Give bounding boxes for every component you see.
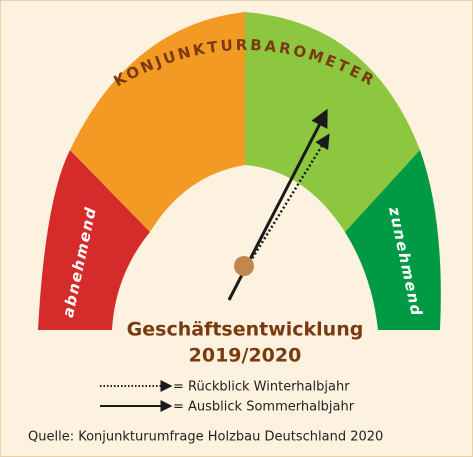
segment-light-green bbox=[245, 12, 420, 232]
legend-label: = Rückblick Winterhalbjahr bbox=[173, 380, 350, 395]
legend-label: = Ausblick Sommerhalbjahr bbox=[173, 400, 355, 415]
segment-dark-green bbox=[345, 150, 441, 330]
segment-red bbox=[38, 150, 150, 330]
center-label: 2019/2020 bbox=[189, 345, 302, 367]
center-label: Geschäftsentwicklung bbox=[127, 319, 364, 341]
segment-orange bbox=[70, 12, 245, 232]
hub bbox=[234, 256, 254, 276]
source: Quelle: Konjunkturumfrage Holzbau Deutsc… bbox=[28, 430, 383, 445]
needle-dotted bbox=[248, 133, 330, 263]
